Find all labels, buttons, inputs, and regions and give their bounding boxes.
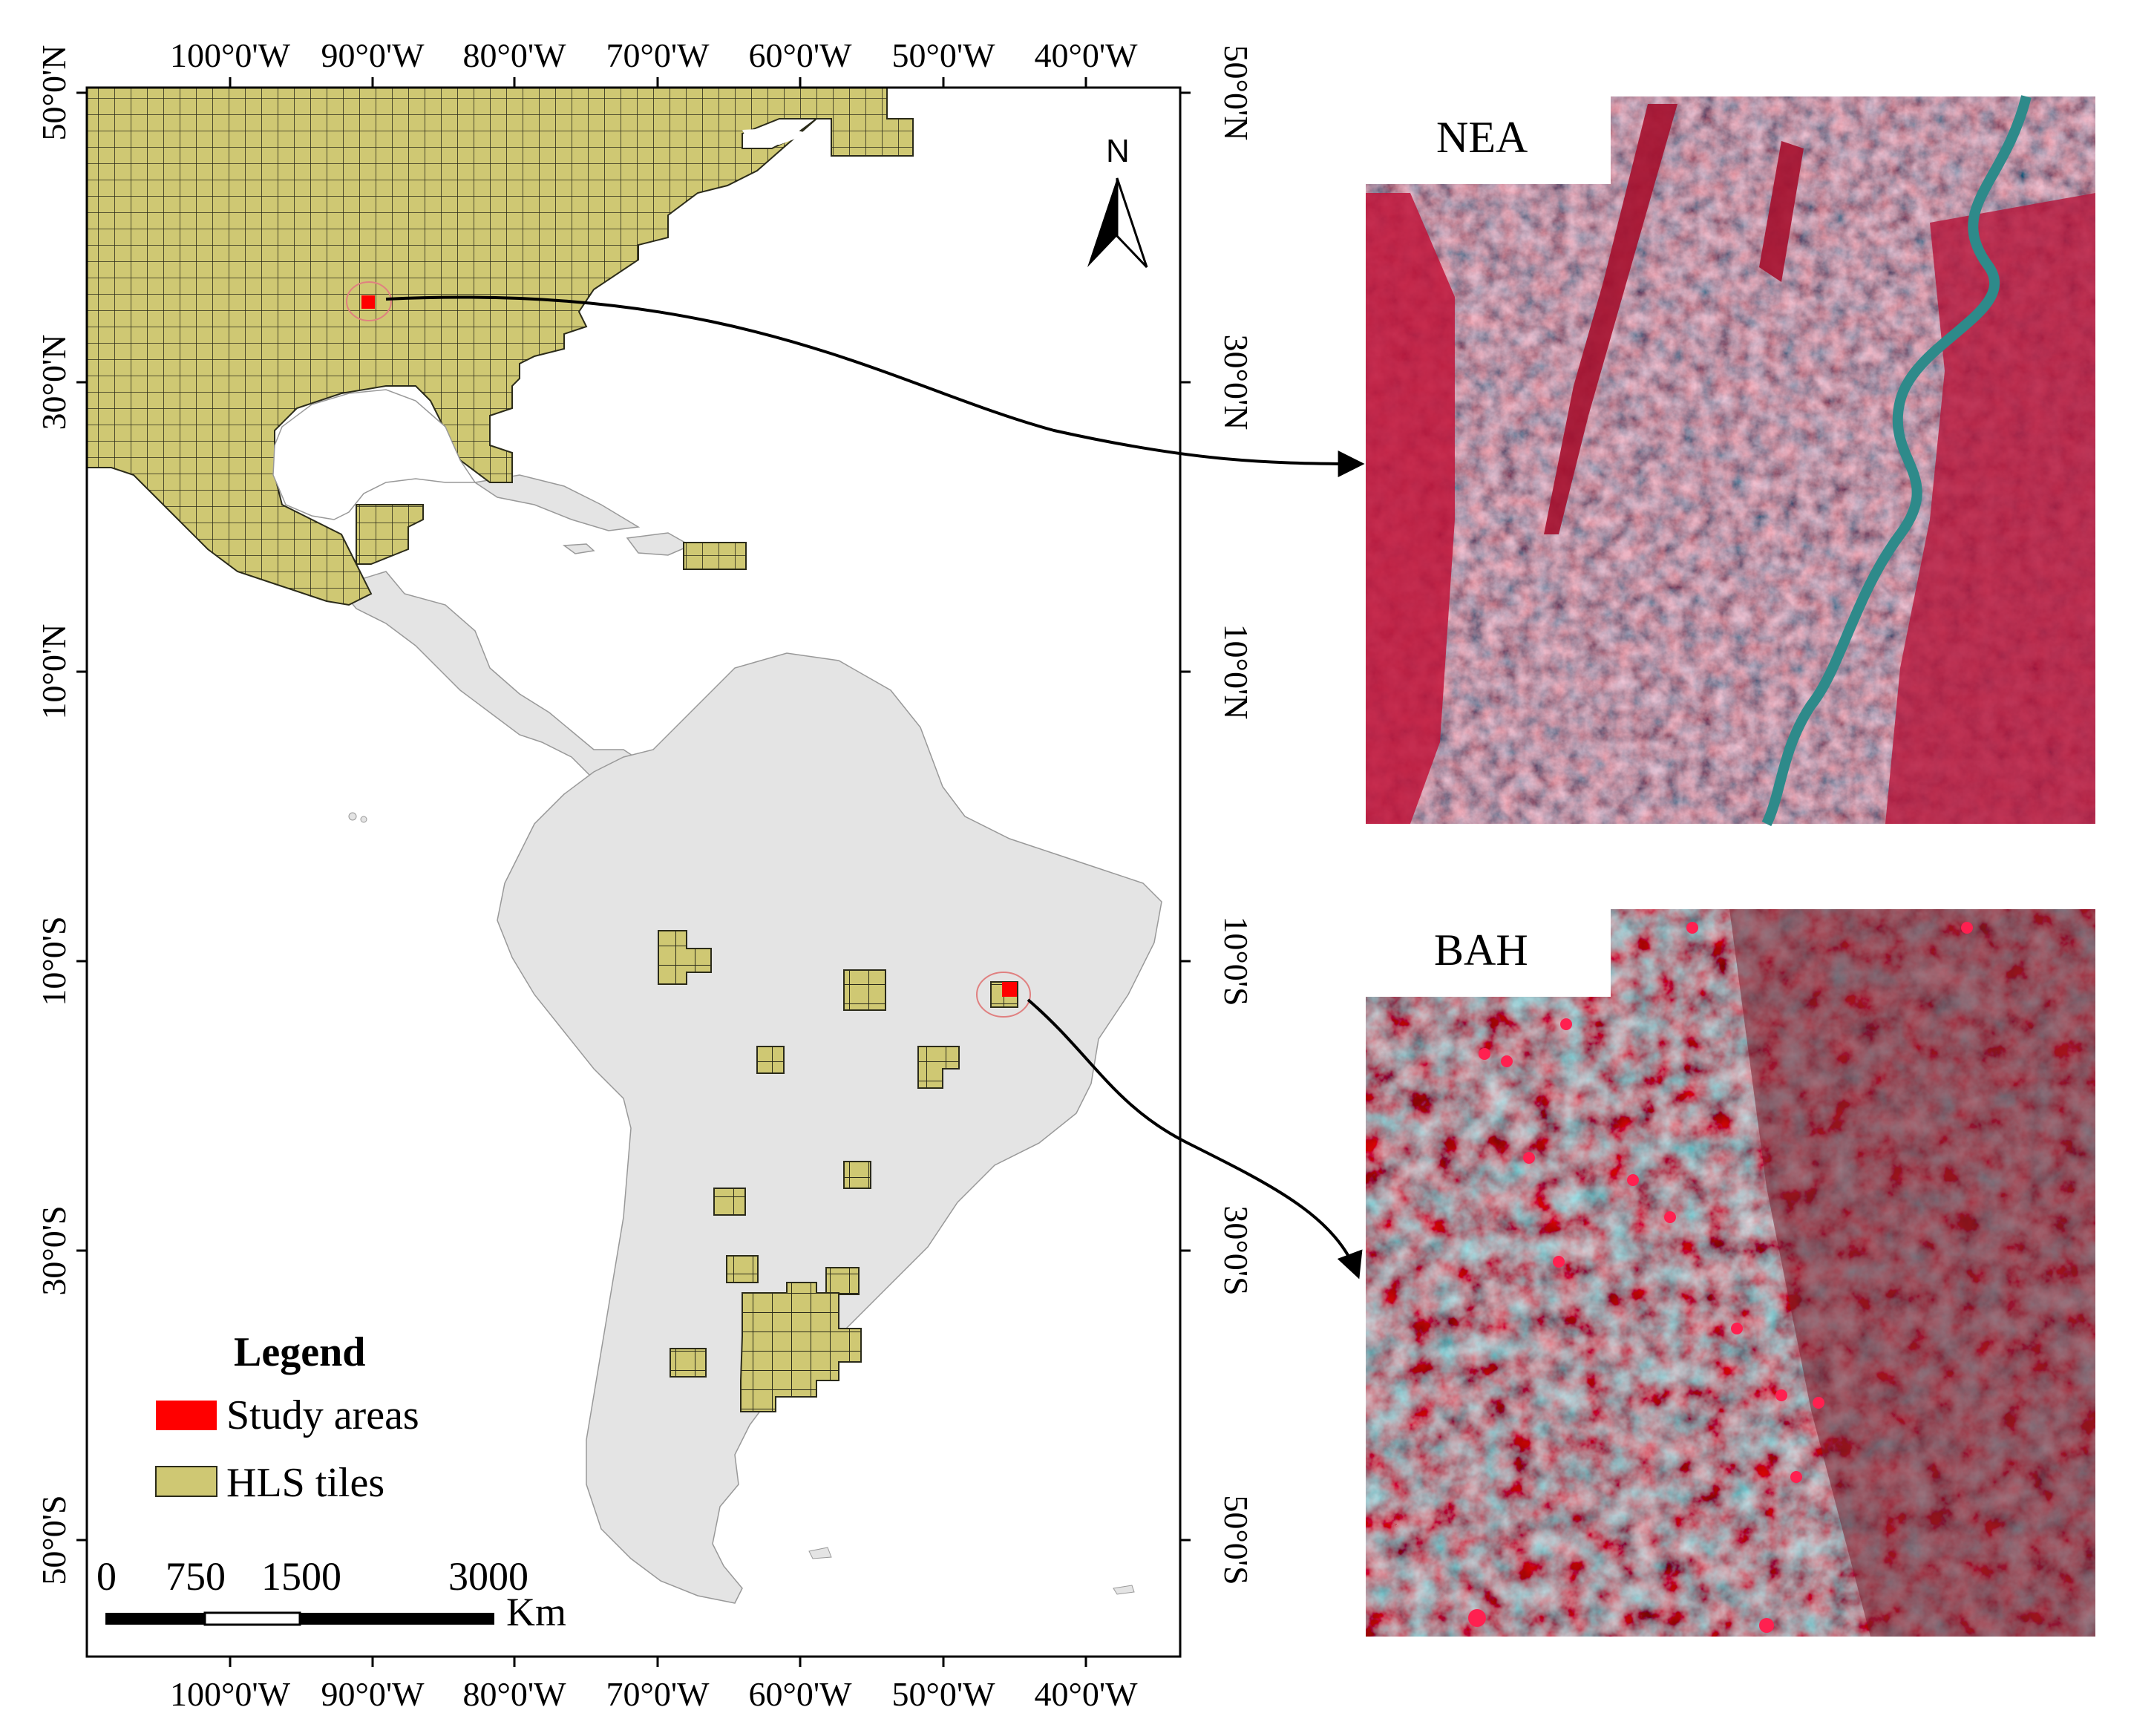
scale-tick-3000: 3000 [448,1554,528,1599]
map-frame: Legend Study areas HLS tiles 0 750 1500 … [87,88,1180,1657]
panel-bah: BAH [1366,909,2095,1637]
hls-tiles-argentina-2 [670,1348,707,1378]
hls-tiles-pampas [740,1282,862,1412]
lon-label-bottom-50w: 50°0'W [891,1675,995,1713]
lon-labels-top: 100°0'W 90°0'W 80°0'W 70°0'W 60°0'W 50°0… [170,36,1138,74]
study-area-bah-circle [976,972,1031,1018]
study-area-nea [361,295,375,309]
lon-label-top-100w: 100°0'W [170,36,291,74]
lon-label-top-40w: 40°0'W [1034,36,1138,74]
lon-label-bottom-40w: 40°0'W [1034,1675,1138,1713]
jamaica [562,543,595,554]
lon-label-bottom-90w: 90°0'W [321,1675,425,1713]
north-arrow: N [1087,133,1148,269]
lat-label-left-30s: 30°0'S [35,1205,73,1295]
lat-label-right-50s: 50°0'S [1217,1495,1255,1585]
study-area-bah [1002,982,1017,997]
legend-title: Legend [234,1329,365,1375]
hls-tiles-mato-grosso-sul [843,1161,871,1189]
hls-tiles-north-america [87,88,914,606]
lat-label-left-10n: 10°0'N [35,624,73,720]
gulf-of-mexico [272,389,477,520]
lat-label-left-10s: 10°0'S [35,916,73,1006]
hls-tiles-argentina-1 [726,1255,759,1283]
scale-tick-0: 0 [96,1554,117,1599]
legend-label-study: Study areas [226,1392,419,1438]
lon-labels-bottom: 100°0'W 90°0'W 80°0'W 70°0'W 60°0'W 50°0… [170,1675,1138,1713]
hls-tiles-yucatan [356,504,424,565]
lat-label-right-30s: 30°0'S [1217,1205,1255,1295]
legend-label-tiles: HLS tiles [226,1460,384,1506]
lat-ticks-right [1180,91,1191,1542]
lat-labels-left: 50°0'N 30°0'N 10°0'N 10°0'S 30°0'S 50°0'… [35,45,73,1585]
hls-tiles-amazonas [658,930,712,985]
arrow-to-nea [385,295,1365,477]
hispaniola [626,532,692,556]
south-america-land [497,652,1162,1604]
lat-label-left-50n: 50°0'N [35,45,73,141]
scale-bar: 0 750 1500 3000 Km [96,1554,566,1634]
scale-tick-1500: 1500 [261,1554,341,1599]
lon-label-bottom-80w: 80°0'W [462,1675,566,1713]
lat-label-right-30n: 30°0'N [1217,335,1255,430]
lon-label-top-50w: 50°0'W [891,36,995,74]
lon-label-top-80w: 80°0'W [462,36,566,74]
lon-ticks-top [229,77,1087,88]
lat-label-right-10n: 10°0'N [1217,624,1255,720]
legend: Legend Study areas HLS tiles [155,1329,419,1506]
hls-tiles-parana [825,1267,860,1295]
legend-swatch-tiles [155,1466,217,1497]
cuba [474,474,641,531]
lon-label-top-90w: 90°0'W [321,36,425,74]
lon-label-top-60w: 60°0'W [748,36,852,74]
north-arrow-label: N [1106,133,1130,169]
lon-label-bottom-70w: 70°0'W [606,1675,710,1713]
lat-label-left-50s: 50°0'S [35,1495,73,1585]
hls-tiles-rondonia [756,1046,785,1074]
lon-label-bottom-100w: 100°0'W [170,1675,291,1713]
study-area-nea-circle [346,281,392,321]
lat-label-right-50n: 50°0'N [1217,45,1255,141]
hls-tiles-goias [917,1046,960,1089]
panel-label-nea: NEA [1436,113,1528,162]
lat-ticks-left [76,91,87,1542]
hls-tiles-puerto-rico [683,542,747,570]
scale-unit: Km [506,1590,566,1634]
arrow-to-bah [1027,998,1363,1280]
lon-label-top-70w: 70°0'W [606,36,710,74]
nea-river [1761,95,2032,827]
lon-ticks-bottom [229,1657,1087,1667]
lon-label-bottom-60w: 60°0'W [748,1675,852,1713]
hls-tiles-bolivia [713,1188,746,1216]
lat-label-right-10s: 10°0'S [1217,916,1255,1006]
panel-label-bah: BAH [1434,926,1528,975]
hls-tiles-mato-grosso-1 [843,969,886,1011]
lat-labels-right: 50°0'N 30°0'N 10°0'N 10°0'S 30°0'S 50°0'… [1217,45,1255,1585]
legend-swatch-study [156,1401,217,1430]
lat-label-left-30n: 30°0'N [35,335,73,430]
scale-tick-750: 750 [166,1554,226,1599]
panel-nea: NEA [1366,95,2095,827]
